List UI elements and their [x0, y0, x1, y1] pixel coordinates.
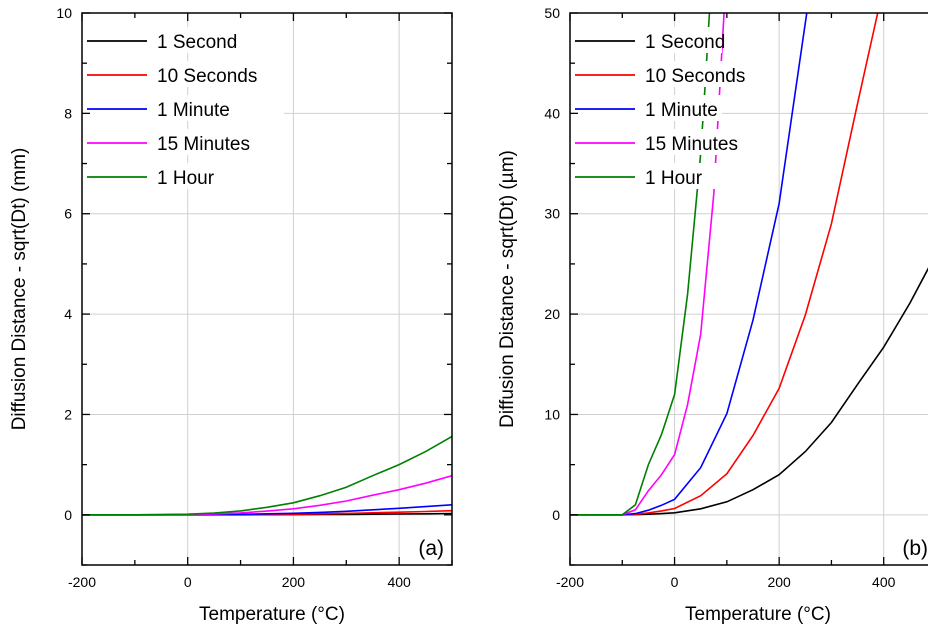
y-tick-label: 2	[64, 406, 72, 422]
y-tick-label: 4	[64, 306, 72, 322]
legend: 1 Second 10 Seconds 1 Minute 15 Minutes 1 Ho…	[572, 27, 745, 189]
y-tick-label: 10	[56, 5, 72, 21]
y-axis-label: Diffusion Distance - sqrt(Dt) (mm)	[9, 148, 30, 431]
x-tick-label: 200	[767, 574, 791, 590]
legend-bg	[84, 163, 284, 189]
y-tick-label: 50	[544, 5, 560, 21]
series-line-1-hour	[570, 13, 711, 516]
y-tick-label: 20	[544, 306, 560, 322]
legend-label: 10 Seconds	[645, 66, 745, 87]
series-group	[570, 13, 928, 516]
x-tick-label: -200	[68, 574, 96, 590]
series-line-1-hour	[82, 435, 452, 516]
y-tick-label: 8	[64, 105, 72, 121]
x-tick-label: 400	[872, 574, 896, 590]
panel-label: (b)	[902, 537, 928, 560]
legend-bg	[572, 27, 722, 53]
legend-bg	[84, 95, 284, 121]
legend-label: 15 Minutes	[157, 134, 250, 155]
legend-bg	[572, 95, 722, 121]
y-tick-label: 6	[64, 206, 72, 222]
x-tick-label: 400	[387, 574, 411, 590]
legend-bg	[572, 163, 722, 189]
x-tick-label: 0	[671, 574, 679, 590]
y-tick-label: 0	[552, 507, 560, 523]
legend-bg	[84, 61, 284, 87]
y-tick-label: 30	[544, 206, 560, 222]
legend-label: 1 Minute	[157, 100, 230, 121]
legend: 1 Second 10 Seconds 1 Minute 15 Minutes 1 Ho…	[84, 27, 284, 189]
y-axis-label: Diffusion Distance - sqrt(Dt) (µm)	[497, 150, 518, 428]
plot-frame	[569, 12, 928, 566]
legend-bg	[572, 61, 722, 87]
series-line-1-second	[570, 267, 928, 516]
legend-label: 10 Seconds	[157, 66, 257, 87]
x-tick-label: -200	[556, 574, 584, 590]
x-axis-label: Temperature (°C)	[685, 604, 831, 625]
legend-bg	[572, 129, 722, 155]
legend-label: 1 Hour	[645, 168, 703, 189]
y-tick-label: 0	[64, 507, 72, 523]
x-axis-label: Temperature (°C)	[199, 604, 345, 625]
plot-frame	[81, 12, 453, 566]
legend-label: 1 Second	[645, 32, 725, 53]
chart-panel-a: 1 Second 10 Seconds 1 Minute 15 Minutes 1 Ho…	[9, 5, 453, 625]
y-tick-label: 10	[544, 406, 560, 422]
x-tick-label: 200	[282, 574, 306, 590]
y-tick-label: 40	[544, 105, 560, 121]
legend-label: 1 Hour	[157, 168, 215, 189]
legend-bg	[84, 129, 284, 155]
x-tick-label: 0	[184, 574, 192, 590]
legend-label: 15 Minutes	[645, 134, 738, 155]
legend-label: 1 Minute	[645, 100, 718, 121]
legend-bg	[84, 27, 284, 53]
panel-label: (a)	[418, 537, 444, 560]
series-group	[82, 435, 452, 516]
legend-label: 1 Second	[157, 32, 237, 53]
chart-panel-b: 1 Second 10 Seconds 1 Minute 15 Minutes 1 Ho…	[497, 5, 928, 625]
